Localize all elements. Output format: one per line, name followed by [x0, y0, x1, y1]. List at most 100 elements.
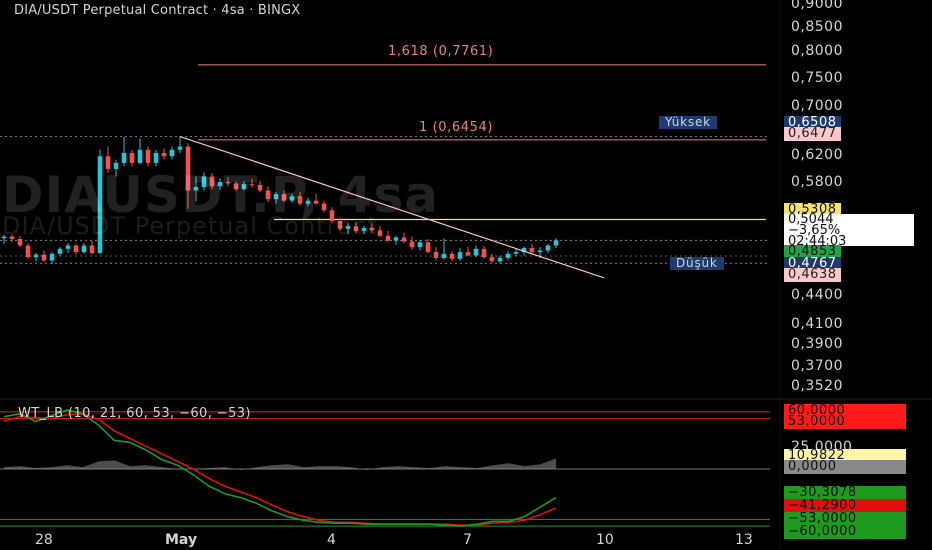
candle-body: [65, 245, 71, 249]
candle-body: [353, 226, 359, 232]
candle-body: [145, 149, 151, 163]
candle-body: [449, 253, 455, 259]
candle-body: [337, 220, 343, 229]
price-axis-tick: 0,3900: [791, 336, 843, 353]
price-axis-tick: 0,9000: [791, 0, 843, 12]
candle-body: [497, 257, 503, 262]
countdown: 02:44:03: [788, 234, 847, 249]
high-value-tag: 0,6508: [784, 116, 841, 130]
avg-area: [4, 458, 556, 470]
candle-body: [89, 245, 95, 253]
price-axis-tick: 0,7500: [791, 69, 843, 86]
candle-body: [225, 182, 231, 184]
price-axis-tick: 0,3700: [791, 357, 843, 374]
candle-body: [385, 235, 391, 241]
current-change: −3,65%: [788, 223, 841, 238]
candle-body: [73, 245, 79, 253]
candle-body: [513, 252, 519, 254]
yellow-level-tag: 0,5308: [784, 203, 841, 217]
candle-body: [369, 227, 375, 231]
candle-body: [273, 194, 279, 200]
candle-body: [193, 186, 199, 191]
low-value-tag: 0,4767: [784, 257, 841, 271]
price-axis-tick: 0,8000: [791, 43, 843, 60]
wt1-tag: −30,3078: [784, 486, 906, 500]
candle-body: [377, 230, 383, 236]
candle-body: [257, 184, 263, 191]
candle-body: [161, 153, 167, 157]
x-tick: 7: [463, 532, 472, 548]
candle-body: [233, 183, 239, 190]
candle-body: [433, 252, 439, 258]
candle-body: [81, 245, 87, 253]
price-axis-tick: 0,7000: [791, 97, 843, 114]
candle-body: [313, 200, 319, 204]
indicator-title: WT_LB (10, 21, 60, 53, −60, −53): [18, 406, 251, 421]
watermark-name: DIA/USDT Perpetual Contract: [2, 212, 378, 240]
candle-body: [441, 253, 447, 258]
candle-body: [489, 257, 495, 262]
ob1-tag: 60,0000: [784, 404, 906, 418]
candle-body: [297, 196, 303, 204]
candle-body: [537, 250, 543, 253]
os2-tag: −53,0000: [784, 512, 906, 526]
candle-body: [281, 194, 287, 201]
candle-body: [153, 153, 159, 163]
price-axis-tick: 0,4100: [791, 315, 843, 332]
candle-body: [305, 200, 311, 204]
candle-body: [545, 245, 551, 251]
price-axis-tick: 0,3520: [791, 377, 843, 394]
candle-body: [553, 240, 559, 246]
low-label: Düşük: [670, 257, 724, 270]
x-tick: 28: [35, 532, 53, 548]
candle-body: [33, 254, 39, 258]
candle-body: [321, 203, 327, 211]
chart-title: DIA/USDT Perpetual Contract · 4sa · BING…: [14, 3, 301, 18]
x-tick: 10: [596, 532, 614, 548]
wt2-tag: −41,2900: [784, 499, 906, 513]
candle-body: [57, 248, 63, 254]
candle-body: [105, 156, 111, 169]
x-tick: 13: [735, 532, 753, 548]
candle-body: [521, 247, 527, 253]
candle-body: [17, 239, 23, 246]
fib-level-1-label: 1 (0,6454): [419, 120, 494, 135]
candle-body: [113, 162, 119, 169]
current-price-box: 0,5044 −3,65% 02:44:03: [784, 212, 914, 249]
wt1-line: [3, 409, 557, 527]
current-price: 0,5044: [788, 212, 834, 227]
candle-body: [265, 190, 271, 200]
candle-body: [457, 252, 463, 259]
candle-body: [201, 176, 207, 187]
trend-line: [179, 135, 605, 279]
x-tick: May: [165, 532, 198, 548]
candle-body: [41, 254, 47, 261]
candle-body: [505, 253, 511, 258]
candle-body: [97, 156, 103, 253]
ob2-tag: 53,0000: [784, 415, 906, 429]
candle-body: [1, 236, 7, 239]
x-tick: 4: [327, 532, 336, 548]
candle-body: [345, 226, 351, 229]
low-line-tag: 0,4638: [784, 268, 841, 282]
candle-body: [177, 146, 183, 150]
os1-tag: −60,0000: [784, 525, 906, 539]
candle-body: [465, 252, 471, 256]
candle-body: [169, 149, 175, 157]
high-line-tag: 0,6477: [784, 127, 841, 141]
candle-body: [289, 196, 295, 201]
candle-body: [129, 153, 135, 163]
candle-body: [241, 184, 247, 190]
high-label: Yüksek: [659, 116, 717, 129]
avg-tag: 10,9822: [784, 449, 906, 463]
candle-body: [25, 245, 31, 258]
zero-tag: 0,0000: [784, 460, 906, 474]
candle-body: [393, 237, 399, 241]
price-axis-tick: 0,5800: [791, 174, 843, 191]
candle-body: [9, 236, 15, 240]
candle-body: [417, 242, 423, 248]
candle-body: [361, 227, 367, 232]
candle-body: [401, 237, 407, 242]
candle-body: [473, 248, 479, 256]
